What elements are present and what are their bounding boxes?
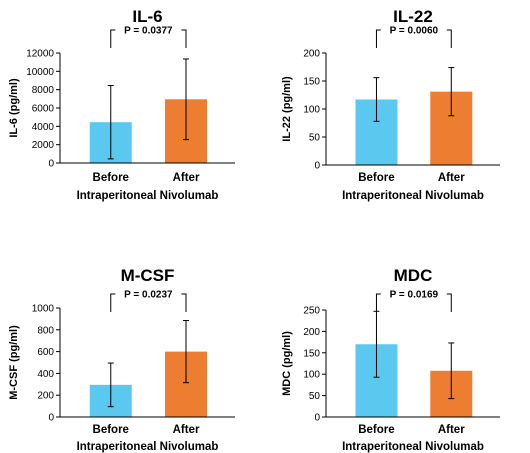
error-bar-after — [183, 58, 189, 141]
chart-title: IL-22 — [393, 7, 433, 26]
significance-bracket: P = 0.0169 — [375, 288, 452, 312]
y-tick-label: 150 — [303, 348, 320, 359]
y-tick-label: 200 — [37, 391, 54, 402]
panel-3: M-CSF Before After 0 200 400 600 800 1000 M-CSF (… — [8, 266, 235, 453]
p-value-label: P = 0.0060 — [390, 26, 439, 37]
y-axis-label: M-CSF (pg/ml) — [8, 325, 20, 400]
error-bar-before — [373, 77, 380, 122]
significance-bracket: P = 0.0377 — [110, 24, 187, 48]
x-axis-label: Intraperitoneal Nivolumab — [77, 441, 219, 453]
p-value-label: P = 0.0377 — [124, 26, 173, 37]
y-tick-label: 12000 — [26, 49, 54, 60]
x-axis-label: Intraperitoneal Nivolumab — [342, 190, 484, 202]
category-label: After — [438, 172, 465, 184]
p-value-label: P = 0.0237 — [124, 290, 173, 301]
error-bar-after — [448, 67, 455, 117]
y-axis-label: MDC (pg/ml) — [281, 331, 293, 396]
significance-bracket: P = 0.0237 — [110, 288, 187, 312]
y-tick-label: 100 — [303, 105, 320, 116]
x-axis-label: Intraperitoneal Nivolumab — [342, 441, 484, 453]
y-tick-label: 100 — [303, 370, 320, 381]
y-tick-label: 250 — [303, 306, 320, 317]
p-value-label: P = 0.0169 — [390, 290, 439, 301]
category-label: Before — [358, 424, 394, 436]
error-bar-before — [107, 85, 114, 160]
chart-title: MDC — [394, 266, 433, 285]
y-tick-label: 0 — [48, 413, 54, 424]
x-axis-label: Intraperitoneal Nivolumab — [77, 190, 219, 202]
error-bar-after — [183, 320, 189, 384]
y-tick-label: 2000 — [32, 140, 55, 151]
y-tick-label: 400 — [37, 369, 54, 380]
error-bar-after — [448, 342, 455, 400]
y-tick-label: 0 — [48, 159, 54, 170]
y-tick-label: 4000 — [32, 122, 55, 133]
y-tick-label: 600 — [37, 347, 54, 358]
panel-4: MDC Before After 0 50 100 150 200 250 MDC (pg/ml)… — [281, 266, 500, 453]
category-label: After — [173, 424, 200, 436]
error-bar-before — [107, 362, 114, 408]
category-label: After — [438, 424, 465, 436]
y-tick-label: 0 — [314, 413, 320, 424]
category-label: Before — [93, 172, 129, 184]
y-tick-label: 800 — [37, 325, 54, 336]
significance-bracket: P = 0.0060 — [375, 24, 452, 48]
category-label: After — [173, 172, 200, 184]
y-tick-label: 1000 — [32, 304, 55, 315]
y-tick-label: 0 — [314, 161, 320, 172]
y-tick-label: 150 — [303, 77, 320, 88]
y-tick-label: 8000 — [32, 85, 55, 96]
y-tick-label: 200 — [303, 49, 320, 60]
chart-title: IL-6 — [132, 7, 162, 26]
category-label: Before — [358, 172, 394, 184]
y-tick-label: 50 — [309, 133, 321, 144]
y-axis-label: IL-22 (pg/ml) — [281, 76, 293, 142]
panel-2: IL-22 Before After 0 50 100 150 200 IL-22 (pg/ml… — [281, 7, 500, 202]
y-tick-label: 50 — [309, 391, 321, 402]
y-tick-label: 10000 — [26, 67, 54, 78]
category-label: Before — [93, 424, 129, 436]
y-tick-label: 6000 — [32, 104, 55, 115]
y-tick-label: 200 — [303, 327, 320, 338]
y-axis-label: IL-6 (pg/ml) — [8, 78, 20, 138]
panel-1: IL-6 Before After 0 2000 4000 6000 8000 10000 120… — [8, 7, 235, 202]
chart-title: M-CSF — [121, 266, 175, 285]
